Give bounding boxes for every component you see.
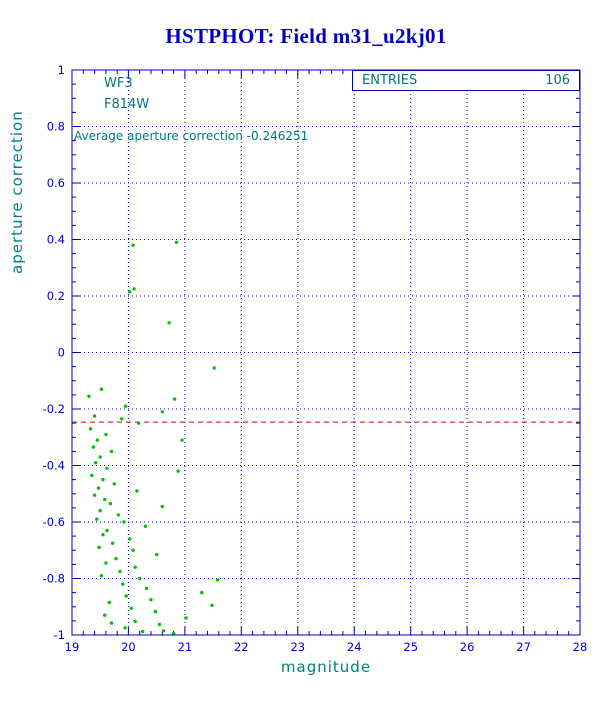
entries-label: ENTRIES [362, 73, 418, 88]
svg-text:0.6: 0.6 [47, 176, 65, 190]
svg-text:0.2: 0.2 [47, 289, 65, 303]
svg-text:1: 1 [58, 63, 65, 77]
svg-text:27: 27 [516, 640, 531, 654]
svg-text:20: 20 [121, 640, 136, 654]
svg-text:25: 25 [403, 640, 418, 654]
filter-label: F814W [104, 97, 150, 112]
entries-box: ENTRIES 106 [352, 70, 580, 91]
svg-text:0: 0 [58, 346, 65, 360]
page-title: HSTPHOT: Field m31_u2kj01 [165, 24, 447, 48]
svg-text:0.8: 0.8 [47, 120, 65, 134]
svg-text:24: 24 [347, 640, 362, 654]
svg-text:-0.2: -0.2 [43, 402, 65, 416]
average-correction-text: Average aperture correction -0.246251 [74, 129, 309, 143]
entries-value: 106 [545, 73, 570, 88]
x-axis-label: magnitude [280, 658, 372, 676]
svg-text:22: 22 [234, 640, 249, 654]
svg-text:-1: -1 [54, 628, 65, 642]
svg-text:0.4: 0.4 [47, 233, 65, 247]
svg-text:21: 21 [178, 640, 193, 654]
svg-text:26: 26 [460, 640, 475, 654]
svg-text:28: 28 [573, 640, 588, 654]
svg-text:-0.8: -0.8 [43, 572, 65, 586]
svg-text:-0.6: -0.6 [43, 515, 65, 529]
svg-text:-0.4: -0.4 [43, 459, 65, 473]
svg-text:23: 23 [290, 640, 305, 654]
svg-text:19: 19 [65, 640, 80, 654]
camera-label: WF3 [104, 76, 133, 91]
